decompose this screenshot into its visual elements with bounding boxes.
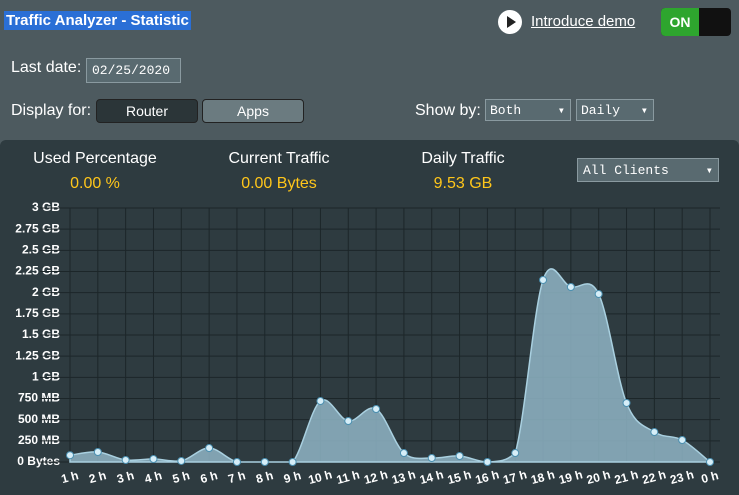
x-tick-label: 17 h	[502, 467, 529, 487]
x-tick-label: 13 h	[390, 467, 417, 487]
data-point	[93, 448, 102, 457]
x-tick-label: 5 h	[171, 468, 191, 486]
x-tick-label: 1 h	[60, 468, 80, 486]
x-tick-label: 6 h	[199, 468, 219, 486]
y-tick-label: 1.75 GB	[15, 306, 60, 320]
stat-value: 0.00 Bytes	[241, 175, 317, 192]
y-tick-label: 2.5 GB	[22, 243, 60, 257]
stat-label: Daily Traffic	[421, 150, 505, 167]
x-tick-label: 12 h	[362, 467, 389, 487]
data-point	[622, 398, 631, 407]
x-tick-label: 11 h	[335, 467, 361, 487]
y-tick-label: 2.75 GB	[15, 221, 60, 235]
router-button[interactable]: Router	[96, 99, 198, 123]
x-tick-label: 3 h	[115, 468, 135, 486]
apps-button[interactable]: Apps	[202, 99, 304, 123]
data-point	[66, 451, 74, 460]
show-by-label: Show by:	[415, 102, 481, 119]
x-tick-label: 4 h	[143, 468, 163, 486]
x-tick-label: 9 h	[282, 468, 302, 486]
data-point	[205, 444, 214, 453]
page-title: Traffic Analyzer - Statistic	[4, 11, 191, 30]
last-date-field[interactable]: 02/25/2020	[86, 58, 181, 83]
data-point	[678, 435, 687, 444]
area	[69, 268, 713, 463]
data-point	[483, 458, 492, 466]
x-tick-label: 8 h	[254, 468, 274, 486]
data-point	[455, 451, 464, 460]
x-tick-label: 16 h	[474, 467, 501, 487]
x-tick-label: 10 h	[307, 467, 334, 487]
data-point	[427, 454, 436, 463]
y-tick-label: 500 MB	[18, 412, 60, 426]
show-by-select[interactable]: Both	[485, 99, 571, 122]
data-point	[149, 455, 158, 464]
x-tick-label: 2 h	[87, 468, 107, 486]
y-tick-label: 2 GB	[32, 285, 60, 299]
stat-label: Used Percentage	[33, 150, 157, 167]
x-tick-label: 22 h	[641, 467, 668, 487]
chart-panel: Used Percentage 0.00 % Current Traffic 0…	[0, 140, 739, 495]
x-tick-label: 15 h	[446, 467, 473, 487]
clients-select[interactable]: All Clients	[577, 158, 719, 183]
y-tick-label: 3 GB	[32, 200, 60, 214]
data-point	[121, 455, 130, 464]
x-tick-label: 19 h	[557, 467, 584, 487]
x-tick-label: 23 h	[669, 467, 696, 487]
y-tick-label: 750 MB	[18, 391, 60, 405]
x-tick-label: 18 h	[529, 467, 556, 487]
data-point	[344, 417, 353, 426]
stat-value: 0.00 %	[70, 175, 120, 192]
play-icon[interactable]	[498, 10, 522, 34]
y-tick-label: 1.25 GB	[15, 348, 60, 362]
data-point	[706, 458, 714, 466]
data-point	[594, 290, 603, 299]
chart: 0 Bytes 250 MB 500 MB 750 MB 1 GB 1.25 GB 1.5 …	[15, 200, 720, 487]
toggle[interactable]: ON	[661, 8, 731, 36]
stat-value: 9.53 GB	[433, 175, 493, 192]
last-date-label: Last date:	[11, 59, 82, 76]
x-tick-label: 7 h	[227, 468, 247, 486]
data-point	[650, 428, 659, 437]
data-point	[288, 458, 297, 466]
data-point	[232, 458, 241, 466]
period-select[interactable]: Daily	[576, 99, 654, 122]
data-point	[316, 397, 325, 406]
data-point	[399, 449, 408, 458]
data-point	[511, 449, 520, 458]
demo-link[interactable]: Introduce demo	[531, 13, 636, 30]
y-tick-label: 250 MB	[18, 433, 60, 447]
y-tick-label: 0 Bytes	[17, 454, 60, 468]
data-point	[539, 275, 548, 284]
x-tick-label: 20 h	[585, 467, 612, 487]
data-point	[260, 458, 269, 466]
y-tick-label: 1.5 GB	[22, 327, 60, 341]
stat-label: Current Traffic	[228, 150, 330, 167]
display-for-label: Display for:	[11, 102, 92, 119]
toggle-label: ON	[661, 8, 699, 36]
x-tick-label: 21 h	[613, 467, 640, 487]
x-tick-label: 14 h	[418, 467, 445, 487]
data-point	[177, 456, 186, 465]
data-point	[372, 404, 381, 413]
data-point	[566, 282, 575, 291]
y-tick-label: 2.25 GB	[15, 264, 60, 278]
x-tick-label: 0 h	[700, 468, 720, 486]
y-tick-label: 1 GB	[32, 370, 60, 384]
